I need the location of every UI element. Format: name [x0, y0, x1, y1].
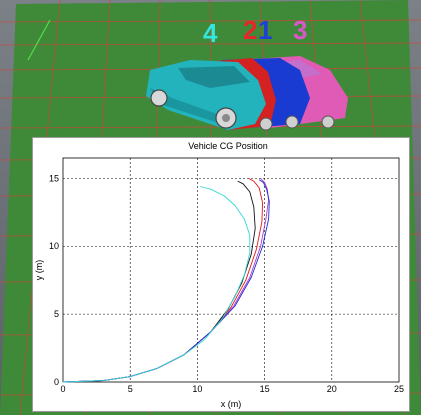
vehicle-cg-position-chart: Vehicle CG Position 0 5 10 15 20 25 0 5 10 15 x (…	[32, 137, 410, 412]
x-tick-label: 5	[128, 384, 133, 394]
plot-area	[62, 157, 400, 383]
x-tick-label: 15	[260, 384, 270, 394]
vehicle-label-4: 4	[203, 18, 218, 48]
y-tick-label: 0	[54, 377, 59, 387]
vehicle-4	[146, 60, 266, 130]
x-axis-label: x (m)	[221, 399, 242, 409]
green-axis-line	[27, 19, 51, 61]
y-tick-label: 10	[49, 241, 59, 251]
x-tick-label: 20	[327, 384, 337, 394]
vehicle-label-1: 1	[258, 15, 273, 45]
grid-lines	[63, 158, 399, 382]
y-axis-label: y (m)	[34, 260, 44, 281]
chart-title: Vehicle CG Position	[188, 141, 268, 151]
y-tick-label: 5	[54, 309, 59, 319]
chart-svg: Vehicle CG Position 0 5 10 15 20 25 0 5 10 15 x (…	[34, 141, 404, 409]
x-tick-label: 0	[60, 384, 65, 394]
y-tick-label: 15	[49, 173, 59, 183]
x-tick-label: 10	[192, 384, 202, 394]
series-line-5	[62, 186, 251, 383]
vehicle-label-3: 3	[293, 15, 308, 45]
series-lines	[62, 177, 270, 383]
tick-labels: 0 5 10 15 20 25 0 5 10 15	[49, 173, 404, 394]
vehicle-label-2: 2	[243, 15, 258, 45]
x-tick-label: 25	[394, 384, 404, 394]
